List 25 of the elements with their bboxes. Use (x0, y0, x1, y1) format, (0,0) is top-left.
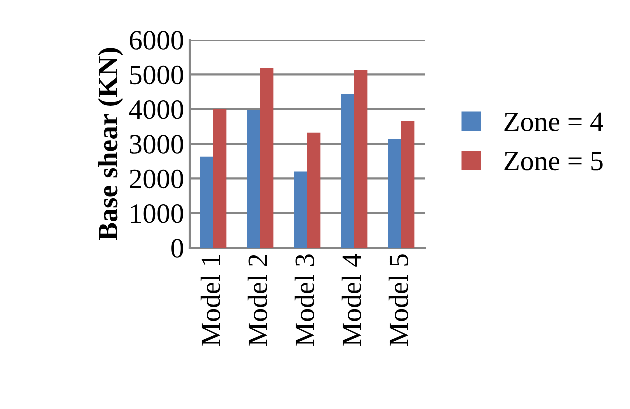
y-tick-label: 6000 (130, 31, 184, 50)
x-tick-label: Model 4 (342, 254, 362, 346)
y-tick-label: 2000 (130, 170, 184, 189)
bar (402, 121, 415, 248)
bar (200, 156, 214, 248)
bar (354, 70, 368, 248)
bar (388, 139, 402, 248)
legend-label: Zone = 5 (504, 152, 603, 171)
y-tick-label: 3000 (130, 135, 184, 154)
y-tick-label: 1000 (131, 204, 184, 224)
y-tick-label: 4000 (129, 100, 184, 120)
y-tick-label: 5000 (130, 66, 184, 85)
bar (308, 132, 321, 248)
bar (247, 110, 260, 248)
bar (294, 172, 308, 248)
x-tick-label: Model 5 (388, 254, 408, 346)
x-tick-label: Model 2 (248, 255, 268, 346)
legend-label: Zone = 4 (504, 112, 604, 132)
y-tick-label: 0 (172, 239, 184, 258)
y-axis-title: Base shear (KN) (98, 48, 124, 241)
x-tick-label: Model 1 (200, 255, 220, 346)
bar (214, 109, 227, 248)
x-tick-label: Model 3 (294, 254, 314, 346)
bar (260, 68, 274, 248)
bar (341, 94, 354, 248)
